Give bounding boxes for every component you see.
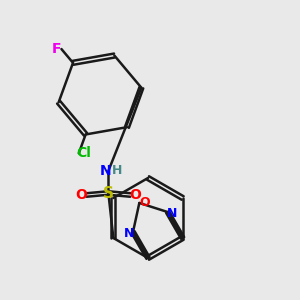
Text: O: O xyxy=(129,188,141,202)
Text: N: N xyxy=(167,206,177,220)
Text: Cl: Cl xyxy=(76,146,91,160)
Text: S: S xyxy=(103,185,114,200)
Text: H: H xyxy=(112,164,122,178)
Text: O: O xyxy=(75,188,87,202)
Text: O: O xyxy=(139,196,150,209)
Text: F: F xyxy=(52,42,61,56)
Text: N: N xyxy=(100,164,111,178)
Text: N: N xyxy=(124,226,134,239)
